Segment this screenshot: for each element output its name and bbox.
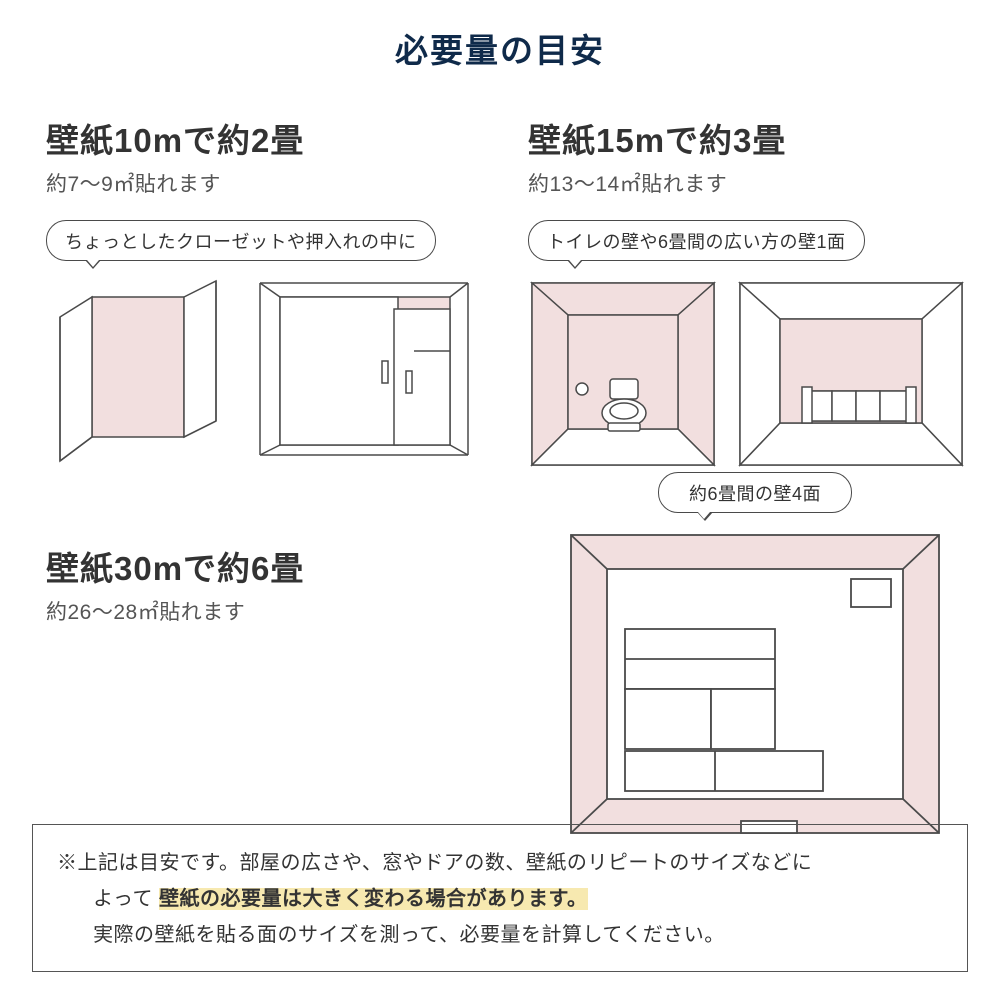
page-title: 必要量の目安 [0,0,1000,72]
room-onewall-icon [736,279,966,469]
note-line-3: 実際の壁紙を貼る面のサイズを測って、必要量を計算してください。 [57,917,947,953]
section-15m-heading: 壁紙15mで約3畳 [528,114,973,162]
note-box: ※上記は目安です。部屋の広さや、窓やドアの数、壁紙のリピートのサイズなどに よっ… [32,824,968,972]
toilet-room-icon [528,279,718,469]
section-10m-bubble: ちょっとしたクローゼットや押入れの中に [46,220,436,261]
note-line-2: よって 壁紙の必要量は大きく変わる場合があります。 [57,881,947,917]
section-30m-figure: 約6畳間の壁4面 [565,472,945,839]
section-15m: 壁紙15mで約3畳 約13〜14㎡貼れます トイレの壁や6畳間の広い方の壁1面 [528,114,973,469]
section-15m-sub: 約13〜14㎡貼れます [528,168,973,198]
closet-icon [46,279,236,469]
section-15m-illustrations [528,279,973,469]
section-30m-heading: 壁紙30mで約6畳 [46,542,506,590]
section-10m-illustrations [46,279,506,469]
section-15m-bubble: トイレの壁や6畳間の広い方の壁1面 [528,220,865,261]
section-30m: 壁紙30mで約6畳 約26〜28㎡貼れます [46,542,506,626]
note-line-3-text: 実際の壁紙を貼る面のサイズを測って、必要量を計算してください。 [93,924,725,946]
oshiire-icon [254,279,474,469]
note-line-1: ※上記は目安です。部屋の広さや、窓やドアの数、壁紙のリピートのサイズなどに [57,845,947,881]
section-10m: 壁紙10mで約2畳 約7〜9㎡貼れます ちょっとしたクローゼットや押入れの中に [46,114,506,469]
room-floorplan-icon [565,529,945,839]
section-30m-bubble: 約6畳間の壁4面 [658,472,852,513]
note-highlight: 壁紙の必要量は大きく変わる場合があります。 [159,888,588,910]
section-10m-sub: 約7〜9㎡貼れます [46,168,506,198]
section-10m-heading: 壁紙10mで約2畳 [46,114,506,162]
content-grid: 壁紙10mで約2畳 約7〜9㎡貼れます ちょっとしたクローゼットや押入れの中に [0,72,1000,842]
section-30m-sub: 約26〜28㎡貼れます [46,596,506,626]
note-line-2-pre: よって [93,888,153,910]
